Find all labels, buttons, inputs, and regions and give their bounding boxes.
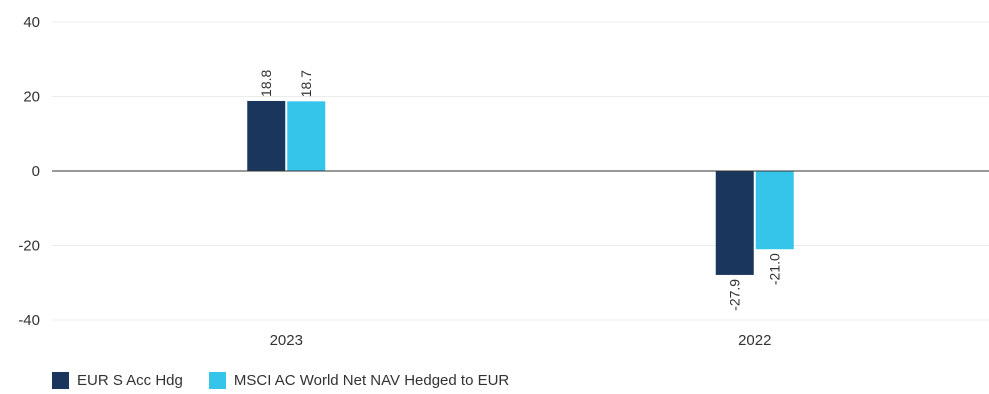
legend-swatch-series-2 (208, 372, 226, 389)
y-tick-label-0: 40 (23, 14, 40, 31)
legend-item-series-2: MSCI AC World Net NAV Hedged to EUR (208, 372, 510, 389)
legend-swatch-series-1 (52, 372, 69, 389)
legend-label-series-1: EUR S Acc Hdg (77, 372, 183, 389)
y-tick-label-4: -40 (18, 312, 40, 329)
y-tick-label-1: 20 (23, 89, 40, 106)
x-tick-label-2023: 2023 (270, 332, 303, 349)
bars (247, 100, 794, 275)
y-tick-label-2: 0 (32, 163, 40, 180)
x-tick-label-2022: 2022 (738, 332, 771, 349)
legend-item-series-1: EUR S Acc Hdg (52, 372, 183, 389)
gridlines (52, 21, 989, 321)
legend: EUR S Acc Hdg MSCI AC World Net NAV Hedg… (52, 372, 509, 389)
y-tick-label-3: -20 (18, 238, 40, 255)
data-label-2023-series-1: 18.8 (258, 70, 274, 97)
data-label-2023-series-2: 18.7 (298, 70, 314, 97)
data-labels: 18.8 18.7 -27.9 -21.0 (258, 70, 783, 311)
bar-2022-series-2 (755, 171, 794, 250)
x-axis-ticks: 2023 2022 (270, 332, 772, 349)
data-label-2022-series-2: -21.0 (767, 253, 783, 285)
bar-2022-series-1 (715, 171, 754, 275)
data-label-2022-series-1: -27.9 (727, 279, 743, 311)
bar-2023-series-1 (247, 100, 286, 171)
y-axis-ticks: 40 20 0 -20 -40 (18, 14, 40, 329)
bar-2023-series-2 (287, 101, 326, 171)
legend-label-series-2: MSCI AC World Net NAV Hedged to EUR (233, 372, 510, 389)
